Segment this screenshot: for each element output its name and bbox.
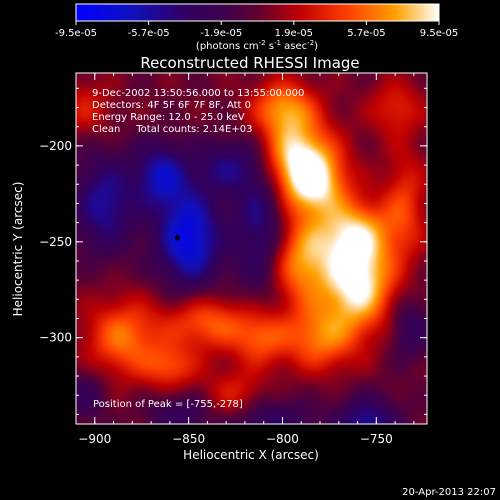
x-axis-ticks: −900 −850 −800 −750 (75, 73, 415, 446)
colorbar-tick-label: 5.7e-05 (347, 28, 385, 39)
info-annotations: 9-Dec-2002 13:50:56.000 to 13:55:00.000 … (92, 88, 304, 135)
peak-marker (174, 235, 180, 241)
colorbar-ticks: -9.5e-05 -5.7e-05 -1.9e-05 1.9e-05 5.7e-05 9.… (55, 21, 458, 39)
y-tick-label: −200 (39, 139, 72, 153)
heatmap-image (76, 73, 427, 424)
plot-frame (75, 72, 428, 425)
footer-timestamp: 20-Apr-2013 22:07 (402, 487, 496, 498)
colorbar-tick-label: 9.5e-05 (420, 28, 458, 39)
x-tick-label: −750 (360, 432, 393, 446)
chart-title: Reconstructed RHESSI Image (140, 54, 359, 72)
annotation-detectors: Detectors: 4F 5F 6F 7F 8F, Att 0 (92, 100, 251, 111)
heatmap-container (76, 73, 427, 424)
colorbar-tick-label: -5.7e-05 (128, 28, 170, 39)
colorbar-unit-label: (photons cm-2 s-1 asec-2) (196, 39, 318, 52)
colorbar-tick-label: -9.5e-05 (55, 28, 97, 39)
y-axis-ticks: −200 −250 −300 (39, 87, 427, 415)
annotation-energy-range: Energy Range: 12.0 - 25.0 keV (92, 112, 245, 123)
colorbar-tick-label: -1.9e-05 (200, 28, 242, 39)
y-tick-label: −250 (39, 235, 72, 249)
x-tick-label: −850 (172, 432, 205, 446)
x-axis-label: Heliocentric X (arcsec) (183, 448, 319, 462)
colorbar-tick-label: 1.9e-05 (275, 28, 313, 39)
peak-position-label: Position of Peak = [-755,-278] (93, 399, 243, 410)
y-tick-label: −300 (39, 331, 72, 345)
colorbar (75, 3, 440, 22)
x-tick-label: −800 (266, 432, 299, 446)
x-tick-label: −900 (78, 432, 111, 446)
annotation-clean-counts: Clean Total counts: 2.14E+03 (92, 124, 252, 135)
y-axis-label: Heliocentric Y (arcsec) (11, 182, 25, 317)
annotation-time-range: 9-Dec-2002 13:50:56.000 to 13:55:00.000 (92, 88, 304, 99)
